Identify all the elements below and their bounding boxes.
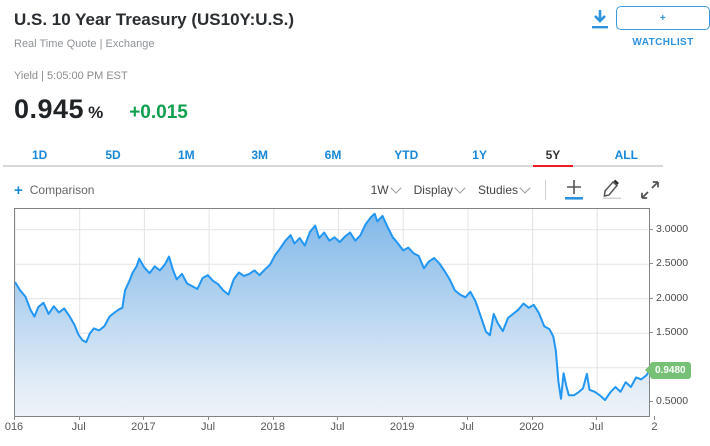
tab-5d[interactable]: 5D bbox=[105, 148, 121, 162]
y-axis-tick bbox=[649, 228, 653, 230]
yield-change: +0.015 bbox=[129, 102, 188, 123]
x-axis-label: 2017 bbox=[131, 421, 156, 433]
x-axis-label: 016 bbox=[4, 421, 24, 433]
x-axis-label: Jul bbox=[71, 421, 86, 433]
last-price-badge: 0.9480 bbox=[645, 361, 691, 379]
tab-1d[interactable]: 1D bbox=[31, 148, 48, 162]
x-axis-tick bbox=[14, 416, 15, 420]
chevron-down-icon bbox=[389, 182, 402, 194]
x-axis-tick bbox=[466, 416, 468, 420]
download-icon bbox=[592, 10, 608, 29]
tab-1m[interactable]: 1M bbox=[177, 148, 195, 162]
y-axis-label: 3.0000 bbox=[656, 222, 689, 235]
x-axis-tick bbox=[531, 416, 533, 420]
y-axis-label: 0.5000 bbox=[656, 395, 689, 408]
y-axis-label: 2.0000 bbox=[656, 291, 689, 304]
y-axis-tick bbox=[649, 332, 653, 334]
draw-tool-button[interactable] bbox=[600, 178, 624, 202]
add-watchlist-button[interactable]: + WATCHLIST bbox=[616, 6, 710, 48]
display-dropdown[interactable]: Display bbox=[414, 182, 466, 197]
comparison-button[interactable]: + Comparison bbox=[14, 182, 94, 199]
tab-1y[interactable]: 1Y bbox=[472, 148, 487, 162]
expand-icon bbox=[641, 181, 659, 199]
interval-dropdown[interactable]: 1W bbox=[371, 182, 402, 197]
y-axis-label: 2.5000 bbox=[656, 257, 689, 270]
tab-5y[interactable]: 5Y bbox=[516, 144, 589, 167]
fullscreen-button[interactable] bbox=[638, 178, 662, 202]
tab-all[interactable]: ALL bbox=[614, 148, 638, 162]
crosshair-icon bbox=[565, 180, 583, 200]
x-axis-tick bbox=[337, 416, 339, 420]
chart-toolbar: + Comparison 1W Display Studies bbox=[14, 178, 662, 202]
x-axis-label: Jul bbox=[459, 421, 474, 433]
x-axis-label: 2019 bbox=[389, 421, 415, 433]
comparison-label: Comparison bbox=[29, 183, 95, 197]
y-axis-tick bbox=[649, 401, 653, 403]
tab-ytd[interactable]: YTD bbox=[394, 148, 419, 162]
price-chart[interactable] bbox=[14, 208, 650, 417]
x-axis-tick bbox=[402, 416, 404, 420]
current-yield: 0.945 bbox=[14, 94, 85, 124]
y-axis-tick bbox=[649, 297, 653, 299]
plus-icon: + bbox=[14, 181, 23, 199]
toolbar-divider bbox=[545, 180, 546, 200]
yield-unit: % bbox=[88, 103, 104, 122]
tab-6m[interactable]: 6M bbox=[324, 148, 342, 162]
crosshair-tool-button[interactable] bbox=[562, 178, 586, 202]
x-axis-label: 2018 bbox=[260, 421, 286, 433]
pencil-icon bbox=[603, 179, 621, 200]
yield-timestamp: Yield | 5:05:00 PM EST bbox=[14, 70, 128, 82]
y-axis-label: 1.5000 bbox=[656, 326, 689, 339]
x-axis-tick bbox=[596, 416, 598, 420]
chevron-down-icon bbox=[454, 182, 466, 194]
x-axis-tick bbox=[208, 416, 210, 420]
tab-3m[interactable]: 3M bbox=[251, 148, 268, 162]
price-row: 0.945 % +0.015 bbox=[14, 94, 188, 125]
download-button[interactable] bbox=[588, 7, 612, 31]
x-axis-label: Jul bbox=[201, 421, 216, 433]
x-axis-tick bbox=[654, 416, 656, 420]
chevron-down-icon bbox=[519, 182, 531, 194]
x-axis-tick bbox=[143, 416, 145, 420]
page-title: U.S. 10 Year Treasury (US10Y:U.S.) bbox=[14, 10, 295, 29]
x-axis-label: 2020 bbox=[519, 421, 544, 433]
quote-source: Real Time Quote | Exchange bbox=[14, 38, 155, 50]
studies-dropdown[interactable]: Studies bbox=[478, 182, 531, 197]
y-axis-tick bbox=[649, 263, 653, 265]
x-axis-label: Jul bbox=[330, 421, 345, 433]
x-axis-tick bbox=[272, 416, 274, 420]
range-tab-bar: 1D 5D 1M 3M 6M YTD 1Y 5Y ALL bbox=[3, 144, 663, 167]
x-axis-label: Jul bbox=[589, 421, 604, 433]
x-axis-label: 2 bbox=[651, 421, 658, 433]
x-axis-tick bbox=[78, 416, 80, 420]
